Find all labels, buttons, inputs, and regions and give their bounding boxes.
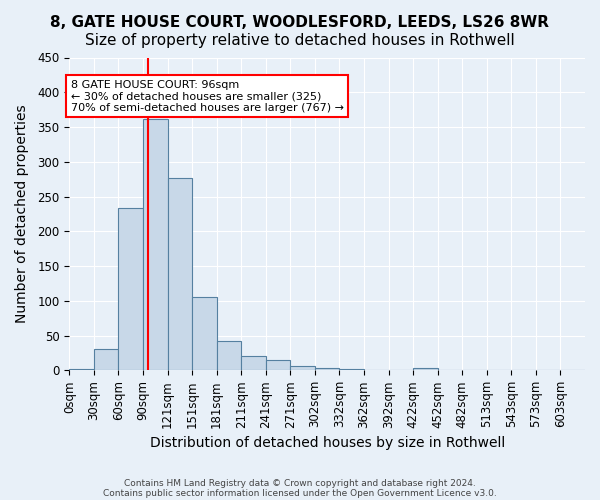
Bar (94, 350, 118, 370)
Bar (340, 369, 364, 370)
Text: Contains HM Land Registry data © Crown copyright and database right 2024.: Contains HM Land Registry data © Crown c… (124, 478, 476, 488)
Bar (241, 356, 266, 370)
Bar (266, 360, 290, 370)
Text: Size of property relative to detached houses in Rothwell: Size of property relative to detached ho… (85, 32, 515, 48)
Bar (70, 369, 94, 370)
Bar (290, 366, 315, 370)
Text: 8, GATE HOUSE COURT, WOODLESFORD, LEEDS, LS26 8WR: 8, GATE HOUSE COURT, WOODLESFORD, LEEDS,… (50, 15, 550, 30)
Bar (118, 208, 143, 370)
Bar (143, 118, 167, 370)
Bar (167, 178, 192, 370)
Text: 8 GATE HOUSE COURT: 96sqm
← 30% of detached houses are smaller (325)
70% of semi: 8 GATE HOUSE COURT: 96sqm ← 30% of detac… (71, 80, 344, 113)
Bar (315, 368, 340, 370)
Y-axis label: Number of detached properties: Number of detached properties (15, 104, 29, 323)
Bar (217, 341, 241, 370)
Bar (413, 368, 437, 370)
Text: Contains public sector information licensed under the Open Government Licence v3: Contains public sector information licen… (103, 488, 497, 498)
X-axis label: Distribution of detached houses by size in Rothwell: Distribution of detached houses by size … (149, 436, 505, 450)
Bar (192, 298, 217, 370)
